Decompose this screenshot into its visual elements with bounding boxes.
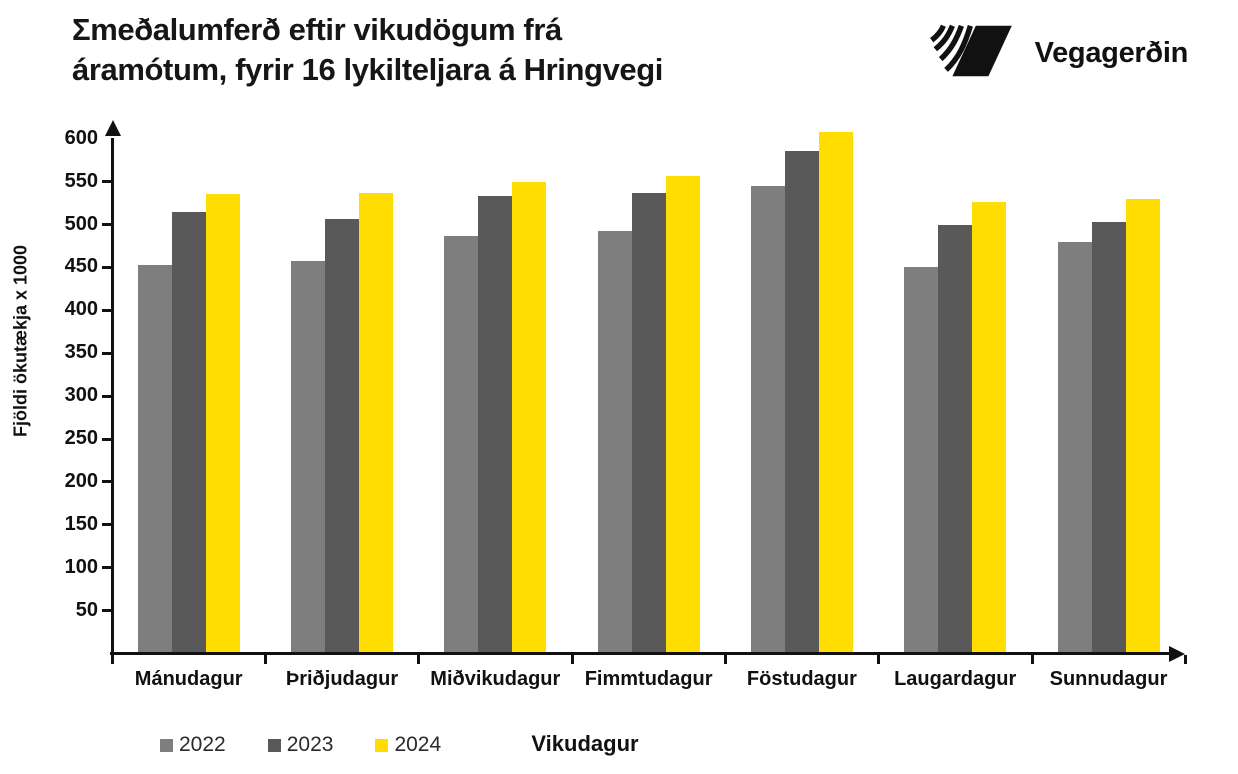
legend-label: 2024 xyxy=(394,733,442,756)
logo-text: Vegagerðin xyxy=(1034,37,1189,69)
y-tick-label: 200 xyxy=(64,469,98,492)
legend-swatch-icon xyxy=(160,738,173,752)
vegagerdin-logo-mark-icon xyxy=(929,22,1019,85)
y-axis-line xyxy=(111,138,114,655)
legend-label: 2022 xyxy=(179,733,226,756)
y-tick-label: 400 xyxy=(64,298,98,321)
legend-item-2023: 2023 xyxy=(267,733,334,757)
x-tick xyxy=(264,655,267,664)
y-axis-title: Fjöldi ökutækja x 1000 xyxy=(10,244,31,438)
x-tick xyxy=(110,655,114,664)
y-axis-arrow-icon xyxy=(104,120,121,136)
legend-label: 2023 xyxy=(286,733,334,756)
bar-2023-þriðjudagur xyxy=(325,219,359,652)
x-axis-label: Laugardagur xyxy=(894,668,1017,690)
bar-2022-miðvikudagur xyxy=(444,235,479,652)
y-tick xyxy=(102,308,111,312)
y-tick-label: 250 xyxy=(64,427,98,449)
y-tick-label: 100 xyxy=(64,555,98,578)
legend-swatch-icon xyxy=(267,738,281,752)
legend-item-2022: 2022 xyxy=(160,733,226,757)
x-axis-label: Mánudagur xyxy=(134,668,243,690)
bar-2023-föstudagur xyxy=(784,150,819,652)
y-tick-label: 300 xyxy=(64,384,98,407)
bar-2024-sunnudagur xyxy=(1125,198,1160,652)
y-tick-label: 150 xyxy=(64,512,98,535)
y-tick xyxy=(102,523,111,527)
y-tick-label: 500 xyxy=(64,212,98,235)
legend-swatch-icon xyxy=(375,738,389,752)
bar-2023-miðvikudagur xyxy=(478,196,513,652)
bar-2024-þriðjudagur xyxy=(359,192,393,652)
bar-2024-fimmtudagur xyxy=(665,175,700,652)
x-tick xyxy=(570,655,574,664)
y-tick xyxy=(102,223,111,226)
x-tick xyxy=(417,655,421,664)
legend-item-2024: 2024 xyxy=(375,733,441,757)
x-axis-line xyxy=(110,652,1172,655)
bar-2024-föstudagur xyxy=(818,131,853,652)
x-axis-label: Föstudagur xyxy=(746,668,857,690)
bar-2022-sunnudagur xyxy=(1057,241,1092,652)
x-axis-title: Vikudagur xyxy=(531,731,639,756)
y-tick xyxy=(102,609,111,613)
bar-2022-föstudagur xyxy=(750,185,785,652)
x-tick xyxy=(1030,655,1034,664)
y-tick xyxy=(102,394,111,398)
x-axis-label: Fimmtudagur xyxy=(584,668,713,690)
bar-2022-mánudagur xyxy=(137,264,172,652)
y-tick xyxy=(102,566,111,570)
title-line-1: Σmeðalumferð eftir vikudögum frá xyxy=(72,12,562,47)
y-tick xyxy=(102,265,111,269)
bar-2023-sunnudagur xyxy=(1091,221,1126,652)
x-axis-arrow-icon xyxy=(1169,645,1185,662)
y-tick xyxy=(102,351,111,355)
x-axis-label: Miðvikudagur xyxy=(430,668,561,690)
bar-2022-laugardagur xyxy=(904,267,939,652)
x-tick xyxy=(1183,655,1187,664)
y-tick-label: 450 xyxy=(64,255,98,278)
bar-2023-fimmtudagur xyxy=(631,192,666,652)
y-tick-label: 600 xyxy=(64,126,98,149)
y-tick-label: 550 xyxy=(64,169,98,192)
x-tick xyxy=(723,655,727,664)
y-tick-label: 50 xyxy=(75,598,98,621)
bar-2024-miðvikudagur xyxy=(512,181,547,652)
bar-2023-laugardagur xyxy=(938,224,973,652)
vegagerdin-logo: Vegagerðin xyxy=(929,22,1188,85)
title-line-2: áramótum, fyrir 16 lykilteljara á Hringv… xyxy=(72,52,663,87)
bar-2022-fimmtudagur xyxy=(597,231,632,652)
y-tick-label: 350 xyxy=(64,341,98,364)
page-title: Σmeðalumferð eftir vikudögum frá áramótu… xyxy=(72,10,892,90)
y-tick xyxy=(102,480,111,484)
y-tick xyxy=(102,437,111,441)
x-axis-label: Sunnudagur xyxy=(1049,668,1168,690)
y-tick xyxy=(102,180,111,184)
bar-2022-þriðjudagur xyxy=(291,260,325,652)
bar-2024-mánudagur xyxy=(205,193,240,652)
bar-2023-mánudagur xyxy=(171,212,206,652)
x-axis-label: Þriðjudagur xyxy=(285,668,399,690)
bar-2024-laugardagur xyxy=(972,202,1007,652)
legend: 2022 2023 2024 xyxy=(160,733,441,757)
x-tick xyxy=(877,655,881,664)
